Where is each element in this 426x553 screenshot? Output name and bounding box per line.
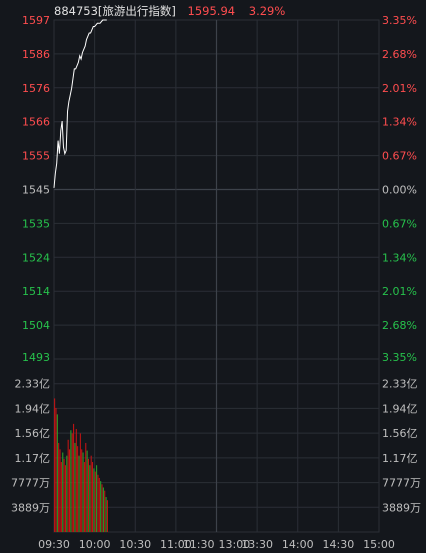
price-tick-left: 1586 <box>22 48 50 61</box>
percent-tick-right: 3.35% <box>382 14 417 27</box>
percent-tick-right: 0.67% <box>382 150 417 163</box>
volume-bar <box>83 462 85 532</box>
volume-tick-left: 2.33亿 <box>15 378 51 391</box>
volume-bar <box>97 474 99 532</box>
index-code-name: 884753[旅游出行指数] <box>54 4 176 18</box>
volume-bar <box>96 465 98 532</box>
price-tick-left: 1514 <box>22 285 50 298</box>
percent-tick-right: 2.01% <box>382 285 417 298</box>
volume-bar <box>68 449 71 532</box>
time-tick: 09:30 <box>38 538 70 551</box>
time-tick: 10:00 <box>79 538 111 551</box>
volume-bar <box>73 423 75 532</box>
percent-tick-right: 1.34% <box>382 251 417 264</box>
volume-bar <box>66 455 68 532</box>
change-percent: 3.29% <box>248 4 286 18</box>
volume-bar <box>106 500 108 532</box>
volume-tick-right: 2.33亿 <box>382 378 418 391</box>
price-tick-left: 1576 <box>22 82 50 95</box>
time-tick: 13:30 <box>241 538 273 551</box>
volume-bar <box>54 398 56 532</box>
price-tick-left: 1504 <box>22 319 50 332</box>
volume-bar <box>102 487 104 532</box>
volume-bar <box>90 455 92 532</box>
volume-bars <box>54 398 108 532</box>
price-tick-left: 1493 <box>22 351 50 364</box>
volume-bar <box>70 430 72 532</box>
volume-bar <box>82 452 84 532</box>
percent-tick-right: 2.68% <box>382 319 417 332</box>
price-line-group <box>53 19 107 188</box>
volume-bar <box>63 458 65 532</box>
percent-tick-right: 0.67% <box>382 217 417 230</box>
volume-bar <box>78 455 80 532</box>
volume-tick-left: 3889万 <box>11 501 50 514</box>
percent-tick-right: 2.01% <box>382 82 417 95</box>
price-tick-left: 1545 <box>22 184 50 197</box>
volume-bar <box>55 407 57 532</box>
price-tick-left: 1566 <box>22 116 50 129</box>
volume-tick-right: 1.56亿 <box>382 427 418 440</box>
volume-bar <box>67 439 69 532</box>
time-tick: 14:00 <box>282 538 314 551</box>
volume-bar <box>75 428 77 532</box>
volume-bar <box>87 458 90 532</box>
volume-bar <box>62 452 64 532</box>
volume-bar <box>77 446 79 532</box>
price-line <box>53 19 107 188</box>
volume-bar <box>98 477 100 532</box>
volume-bar <box>89 465 91 532</box>
volume-bar <box>85 442 87 532</box>
volume-bar <box>92 462 94 532</box>
percent-tick-right: 3.35% <box>382 351 417 364</box>
volume-bar <box>60 462 62 532</box>
time-tick: 10:30 <box>119 538 151 551</box>
volume-bar <box>105 497 107 532</box>
percent-tick-right: 2.68% <box>382 48 417 61</box>
price-tick-left: 1524 <box>22 251 50 264</box>
volume-bar <box>100 481 102 532</box>
price-tick-left: 1597 <box>22 14 50 27</box>
volume-bar <box>101 484 103 532</box>
time-tick: 13:00 <box>219 538 251 551</box>
time-tick: 14:30 <box>323 538 355 551</box>
volume-bar <box>81 449 83 532</box>
volume-bar <box>64 465 66 532</box>
volume-tick-right: 1.94亿 <box>382 402 418 415</box>
volume-bar <box>94 471 96 532</box>
volume-bar <box>59 449 61 532</box>
volume-bar <box>56 414 58 532</box>
volume-bar <box>79 433 81 532</box>
volume-bar <box>74 442 76 532</box>
percent-tick-right: 0.00% <box>382 184 417 197</box>
volume-tick-left: 1.56亿 <box>15 427 51 440</box>
volume-bar <box>86 450 88 532</box>
time-tick: 11:30 <box>183 538 215 551</box>
chart-header: 884753[旅游出行指数] 1595.94 3.29% <box>54 3 285 19</box>
volume-tick-right: 7777万 <box>382 477 421 490</box>
volume-tick-left: 7777万 <box>11 477 50 490</box>
volume-bar <box>93 468 95 532</box>
time-tick: 11:00 <box>160 538 192 551</box>
volume-bar <box>58 442 60 532</box>
last-price: 1595.94 <box>187 4 236 18</box>
volume-tick-right: 1.17亿 <box>382 452 418 465</box>
price-tick-left: 1555 <box>22 150 50 163</box>
volume-bar <box>104 490 106 532</box>
volume-bar <box>71 433 73 532</box>
volume-tick-left: 1.17亿 <box>15 452 51 465</box>
time-tick: 15:00 <box>363 538 395 551</box>
axis-labels: 1597 1586 1576 1566 1555 1545 1535 1524 1514 1504… <box>11 14 421 551</box>
percent-tick-right: 1.34% <box>382 116 417 129</box>
volume-tick-left: 1.94亿 <box>15 402 51 415</box>
chart-grid <box>53 19 380 533</box>
volume-tick-right: 3889万 <box>382 501 421 514</box>
price-tick-left: 1535 <box>22 217 50 230</box>
